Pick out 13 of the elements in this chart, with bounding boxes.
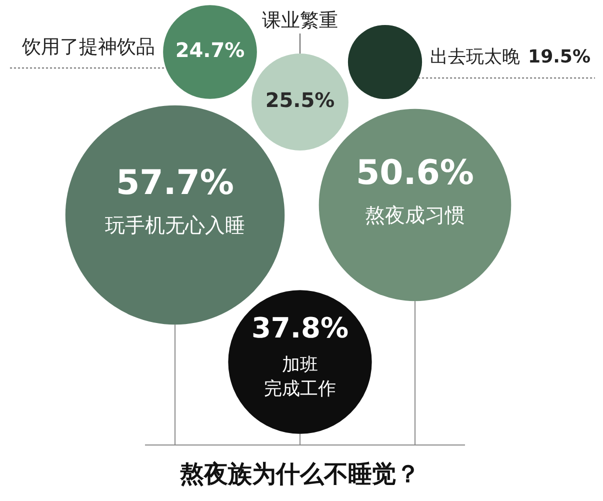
data-label: 25.5% <box>265 88 335 112</box>
category-label: 加班完成工作 <box>264 354 336 400</box>
category-label: 熬夜成习惯 <box>365 203 465 228</box>
data-label: 57.7% <box>116 162 234 203</box>
data-label: 50.6% <box>356 152 474 193</box>
category-label: 玩手机无心入睡 <box>105 213 245 238</box>
data-label: 24.7% <box>175 38 245 62</box>
category-label: 出去玩太晚 <box>430 46 520 68</box>
text: 熬夜族为什么不睡觉？ <box>179 460 420 488</box>
category-label: 饮用了提神饮品 <box>21 36 156 58</box>
category-label: 课业繁重 <box>262 9 338 32</box>
data-label: 37.8% <box>251 311 349 344</box>
data-label: 19.5% <box>528 46 591 68</box>
